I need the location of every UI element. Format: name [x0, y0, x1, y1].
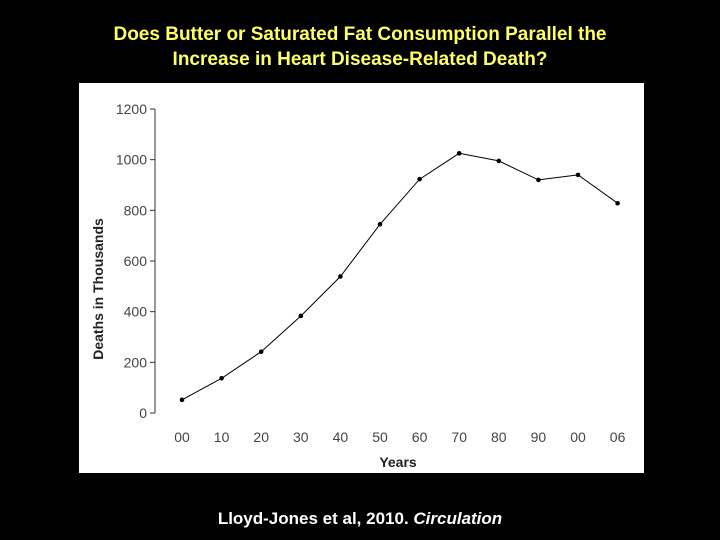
x-tick-label: 20 [253, 429, 269, 445]
data-point [298, 313, 304, 319]
x-tick-label: 80 [491, 429, 507, 445]
data-point [417, 176, 422, 182]
x-axis: 00 10 20 30 40 50 60 70 80 90 00 06 [174, 429, 625, 445]
x-axis-label: Years [379, 454, 417, 470]
x-tick-label: 00 [174, 429, 190, 445]
data-point [377, 221, 383, 227]
y-tick-label: 800 [124, 202, 148, 218]
slide-title: Does Butter or Saturated Fat Consumption… [0, 22, 720, 72]
x-tick-label: 06 [610, 429, 626, 445]
data-point [338, 274, 343, 279]
y-axis: 0 200 400 600 800 1000 1200 [116, 101, 156, 421]
data-point [258, 349, 264, 354]
series-line [181, 152, 618, 401]
citation-text: Lloyd-Jones et al, 2010. [217, 509, 414, 528]
y-tick-label: 1000 [116, 152, 147, 168]
x-tick-label: 30 [293, 429, 309, 445]
x-tick-label: 50 [372, 429, 388, 445]
data-point [615, 200, 620, 206]
data-point [219, 375, 224, 381]
citation-caption: Lloyd-Jones et al, 2010. Circulation [0, 509, 720, 529]
y-tick-label: 1200 [116, 101, 147, 117]
data-point [575, 172, 581, 178]
y-tick-label: 600 [124, 253, 148, 269]
x-tick-label: 70 [451, 429, 467, 445]
data-point [456, 151, 462, 156]
series [179, 151, 620, 403]
data-point [496, 158, 502, 164]
title-line-1: Does Butter or Saturated Fat Consumption… [113, 24, 607, 45]
x-tick-label: 60 [412, 429, 428, 445]
y-tick-label: 200 [124, 354, 148, 370]
data-point [536, 177, 541, 183]
y-axis-label: Deaths in Thousands [90, 218, 106, 360]
y-tick-label: 0 [139, 405, 147, 421]
y-tick-label: 400 [124, 304, 148, 320]
x-tick-label: 90 [531, 429, 547, 445]
data-point [179, 397, 185, 403]
citation-journal: Circulation [413, 509, 503, 528]
line-chart: 0 200 400 600 800 1000 1200 00 10 20 30 40 50 60 70 80… [90, 101, 626, 470]
x-tick-label: 40 [333, 429, 349, 445]
title-line-2: Increase in Heart Disease-Related Death? [172, 49, 548, 70]
x-tick-label: 00 [570, 429, 586, 445]
chart-panel: 0 200 400 600 800 1000 1200 00 10 20 30 40 50 60 70 80… [79, 83, 644, 473]
x-tick-label: 10 [214, 429, 230, 445]
